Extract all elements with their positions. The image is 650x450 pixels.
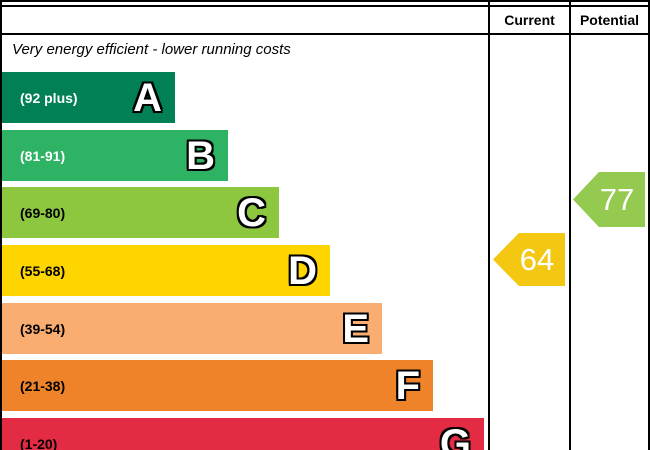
band-c-letter: C (237, 190, 266, 235)
band-c-range: (69-80) (20, 204, 66, 221)
band-e: (39-54) E (2, 303, 382, 354)
outer-left-border (0, 0, 2, 450)
band-b-range: (81-91) (20, 147, 66, 164)
band-g-range: (1-20) (20, 435, 58, 450)
band-d-letter: D (288, 248, 317, 293)
potential-rating-marker: 77 (573, 172, 645, 227)
band-f-range: (21-38) (20, 377, 66, 394)
current-column-label: Current (504, 12, 555, 28)
efficiency-caption: Very energy efficient - lower running co… (12, 41, 291, 58)
band-f: (21-38) F (2, 360, 433, 411)
band-a-range: (92 plus) (20, 89, 78, 106)
outer-top-border (0, 0, 650, 2)
outer-right-border (648, 0, 650, 450)
band-b: (81-91) B (2, 130, 228, 181)
band-g-letter: G (439, 421, 471, 450)
potential-column-line (569, 0, 571, 450)
band-d-range: (55-68) (20, 262, 66, 279)
current-column-line (488, 0, 490, 450)
band-b-letter: B (186, 133, 215, 178)
potential-rating-value: 77 (599, 182, 635, 217)
band-a: (92 plus) A (2, 72, 175, 123)
band-f-letter: F (395, 363, 420, 408)
band-e-letter: E (342, 306, 369, 351)
current-rating-marker: 64 (493, 233, 565, 286)
band-a-letter: A (133, 75, 162, 120)
band-g: (1-20) G (2, 418, 484, 450)
potential-column-header: Potential (571, 7, 648, 33)
header-top-line (0, 5, 650, 7)
potential-column-label: Potential (579, 12, 640, 28)
current-rating-value: 64 (519, 242, 555, 277)
band-c: (69-80) C (2, 187, 279, 238)
band-e-range: (39-54) (20, 320, 66, 337)
current-column-header: Current (490, 7, 569, 33)
band-d: (55-68) D (2, 245, 330, 296)
header-bottom-line (0, 33, 650, 35)
